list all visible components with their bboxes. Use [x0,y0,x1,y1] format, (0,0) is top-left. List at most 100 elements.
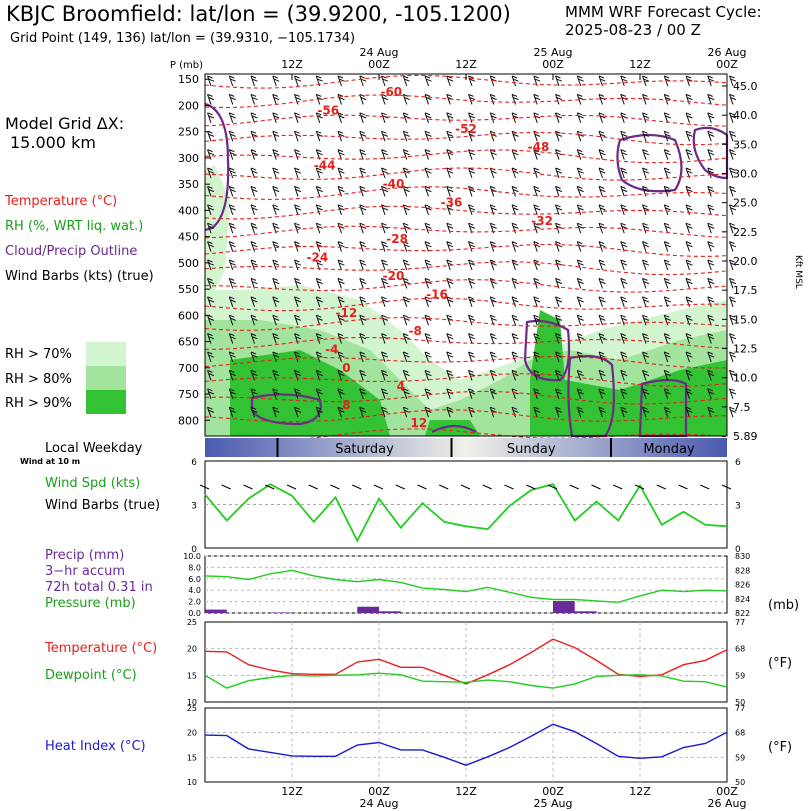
wind-barb-23-0 [707,75,715,87]
wind-barb-15-6 [533,185,541,197]
wind-barb-23-9 [707,241,715,252]
wind-speed-line [204,483,728,543]
wind-barb-5-6 [315,185,323,197]
wind-barb-4-11 [294,277,302,289]
cloud-outline-6 [616,133,683,193]
wind-barb-19-8 [620,222,628,234]
surface-wind-barb [265,484,275,490]
heat-index-line [204,723,728,766]
wind-barb-23-5 [707,167,715,179]
temperature-contour-label: -60 [380,85,402,99]
wind-barb-6-18 [337,406,345,418]
wind-barb-0-9 [207,241,215,252]
wind-barb-12-1 [468,93,476,105]
pressure-y2tick-label: 828 [735,566,750,575]
wind-barb-16-0 [555,75,563,87]
time-top-label: 12Z [629,58,651,71]
precip-bar [357,606,379,613]
wind-barb-18-18 [598,406,606,418]
wind-barb-23-14 [707,333,715,344]
wind-barb-22-3 [685,130,693,142]
wind-barb-18-11 [598,277,606,289]
wind-barb-21-11 [663,277,671,289]
surface-wind-barb [569,484,579,490]
date-bottom-label: 25 Aug [534,797,573,810]
wind-barb-4-1 [294,93,302,105]
wind-barb-1-7 [228,204,236,215]
wind-barb-9-12 [402,296,410,307]
wind-barb-4-17 [294,388,302,399]
wind-barb-20-7 [642,204,650,215]
pressure-tick-label: 500 [178,257,199,270]
rh-shading-area-3 [230,350,390,436]
wind-barb-2-2 [250,112,258,123]
wind-barb-17-18 [576,406,584,418]
weekday-bar [205,438,727,457]
wind-barb-8-0 [381,75,389,87]
wind-barb-21-18 [663,406,671,418]
wind-barb-19-12 [620,296,628,307]
weekday-label: Sunday [507,442,556,457]
wind-barb-2-3 [250,130,258,142]
time-top-label: 00Z [542,58,564,71]
pressure-tick-label: 550 [178,283,199,296]
precip-ytick-label: 8.0 [188,563,201,572]
wind-barb-6-12 [337,296,345,307]
wind-barb-10-10 [424,259,432,271]
temperature-contour-label: 8 [342,398,350,412]
pressure-axis-title: P (mb) [170,60,203,71]
wind-ytick-label: 3 [191,502,197,512]
precip-label: Precip (mm) [45,548,125,563]
wind-barb-18-9 [598,241,606,252]
wind-barb-23-1 [707,93,715,105]
wind-barb-22-1 [685,93,693,105]
time-top-label: 12Z [455,58,477,71]
heat-y2tick-label: 50 [735,778,745,787]
temp-ytick-label: 15 [187,671,197,680]
rh70-label: RH > 70% [5,347,72,362]
wind-barb-20-2 [642,112,650,123]
wind-barb-0-7 [207,204,215,215]
wind-barb-22-15 [685,351,693,363]
dewpoint-line [204,672,728,689]
wind-barb-0-12 [207,296,215,307]
wind-barb-15-7 [533,204,541,215]
wind-barb-8-10 [381,259,389,271]
wind-barb-2-4 [250,149,258,160]
wind-barb-2-12 [250,296,258,307]
wind-barb-17-14 [576,333,584,344]
surface-wind-barb [721,484,732,490]
temperature-contour-9 [204,243,728,257]
temperature-contour-label: -20 [383,269,405,283]
wind-barb-7-15 [359,351,367,363]
wind-barb-0-4 [207,149,215,160]
wind-barb-24-3 [729,130,737,142]
wind-barb-3-11 [272,277,280,289]
cloud-outline-4 [638,378,688,438]
wind-barb-24-4 [729,149,737,160]
temperature-contour-18 [204,409,728,423]
cloud-outline-2 [523,319,571,382]
wind-barb-18-10 [598,259,606,271]
wind-barb-12-5 [468,167,476,179]
pressure-line [204,569,728,604]
wind-barb-13-14 [489,333,497,344]
wind-barb-11-2 [446,112,454,123]
time-bottom-label: 12Z [281,785,303,798]
wind-barb-20-16 [642,369,650,381]
wind-barb-1-9 [228,241,236,252]
wind-barb-5-13 [315,314,323,326]
rh90-swatch [86,390,126,414]
wind-barb-16-12 [555,296,563,307]
wind-barb-23-4 [707,149,715,160]
wind-barb-8-8 [381,222,389,234]
pressure-tick-label: 600 [178,309,199,322]
wind-barb-0-15 [207,351,215,363]
wind-barb-11-16 [446,369,454,381]
wind-barb-24-7 [729,204,737,215]
wind-barb-17-12 [576,296,584,307]
rh70-swatch [86,342,126,366]
wind-barb-1-13 [228,314,236,326]
wind-barb-3-1 [272,93,280,105]
